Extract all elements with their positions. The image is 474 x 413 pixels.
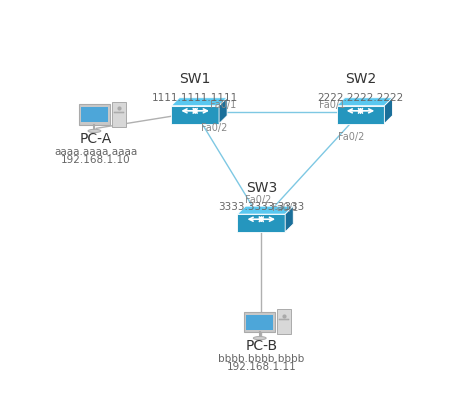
- Ellipse shape: [253, 337, 266, 340]
- Text: 2222.2222.2222: 2222.2222.2222: [318, 93, 403, 103]
- Polygon shape: [237, 206, 293, 215]
- Text: 192.168.1.10: 192.168.1.10: [61, 154, 131, 164]
- Polygon shape: [337, 107, 384, 124]
- Text: bbbb.bbbb.bbbb: bbbb.bbbb.bbbb: [218, 354, 304, 363]
- FancyBboxPatch shape: [114, 112, 124, 114]
- Polygon shape: [171, 99, 227, 107]
- FancyBboxPatch shape: [246, 315, 273, 330]
- Text: PC-B: PC-B: [245, 338, 277, 352]
- Polygon shape: [171, 107, 219, 124]
- Text: aaaa.aaaa.aaaa: aaaa.aaaa.aaaa: [55, 147, 137, 157]
- Text: Fa0/1: Fa0/1: [210, 100, 237, 110]
- Text: 1111.1111.1111: 1111.1111.1111: [152, 93, 238, 103]
- FancyBboxPatch shape: [279, 319, 289, 321]
- Text: Fa0/2: Fa0/2: [201, 123, 228, 133]
- FancyBboxPatch shape: [112, 103, 126, 128]
- Text: 3333.3333.3333: 3333.3333.3333: [218, 201, 304, 211]
- Text: Fa0/2: Fa0/2: [337, 131, 364, 142]
- Text: SW2: SW2: [345, 72, 376, 86]
- Polygon shape: [219, 99, 227, 124]
- Text: Fa0/1: Fa0/1: [272, 203, 299, 213]
- Text: SW3: SW3: [246, 180, 277, 194]
- Text: Fa0/1: Fa0/1: [319, 100, 346, 110]
- Polygon shape: [237, 215, 285, 233]
- FancyBboxPatch shape: [81, 108, 108, 123]
- FancyBboxPatch shape: [79, 105, 110, 126]
- Text: 192.168.1.11: 192.168.1.11: [227, 361, 296, 371]
- Ellipse shape: [88, 130, 101, 133]
- Text: SW1: SW1: [180, 72, 211, 86]
- Text: Fa0/2: Fa0/2: [245, 194, 271, 204]
- FancyBboxPatch shape: [277, 310, 291, 334]
- FancyBboxPatch shape: [244, 312, 275, 332]
- Polygon shape: [337, 99, 392, 107]
- Polygon shape: [384, 99, 392, 124]
- Polygon shape: [285, 206, 293, 233]
- Text: PC-A: PC-A: [80, 132, 112, 145]
